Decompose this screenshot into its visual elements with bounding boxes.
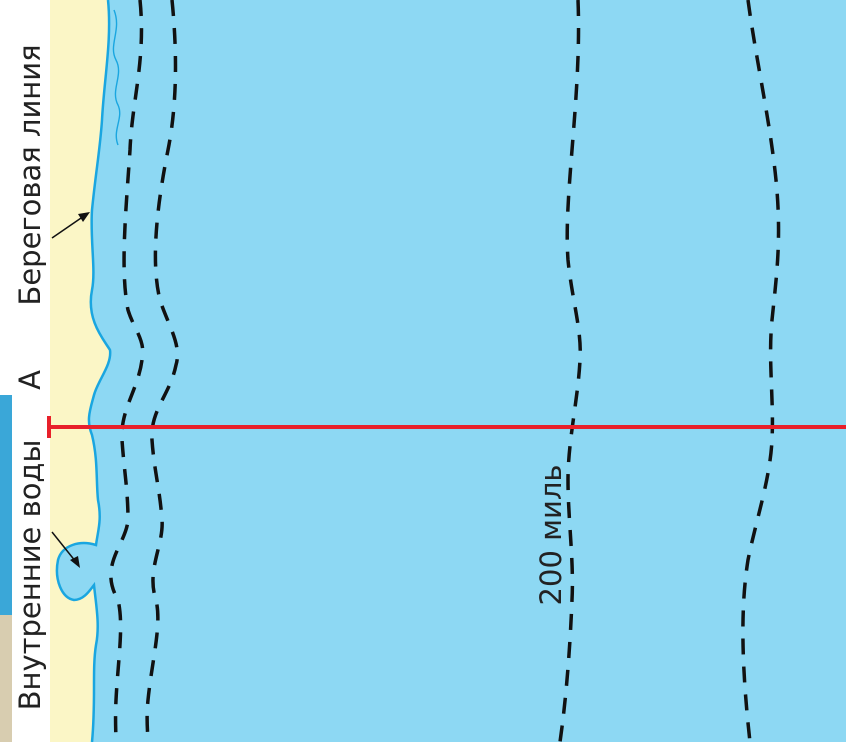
coastline <box>55 0 112 742</box>
coastline-detail <box>112 9 121 146</box>
point-a-label: А <box>13 370 47 390</box>
left-edge-strip-blue <box>0 395 12 615</box>
sea-area <box>57 0 846 742</box>
internal-waters-label: Внутренние воды <box>13 440 47 711</box>
distance-label: 200 миль <box>534 465 568 606</box>
coastline-label: Береговая линия <box>13 44 47 305</box>
left-edge-strip-beige <box>0 615 12 742</box>
outer-boundary <box>741 0 781 742</box>
contiguous-zone-boundary <box>145 0 180 742</box>
coastline-pointer-arrow <box>51 212 90 239</box>
territorial-sea-boundary <box>109 0 145 742</box>
200-mile-zone-boundary <box>558 0 583 742</box>
internal-waters-pointer-arrow <box>51 531 80 568</box>
